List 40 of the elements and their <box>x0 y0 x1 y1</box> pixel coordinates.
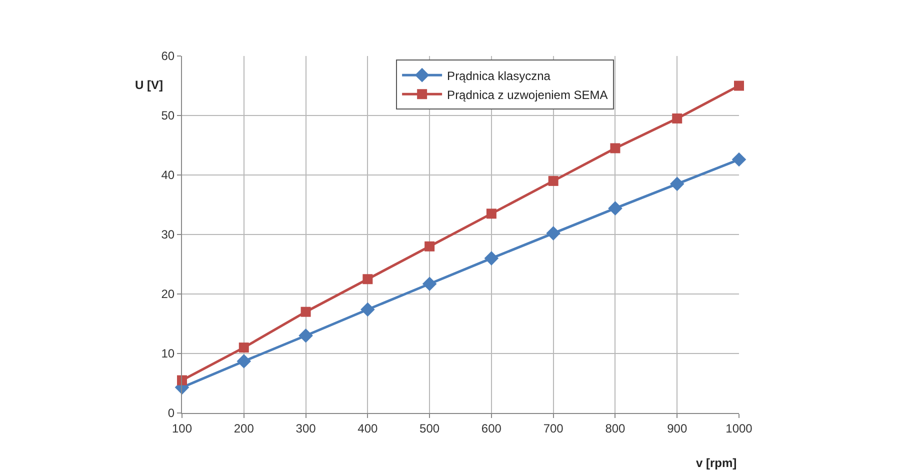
x-tick-label: 1000 <box>726 421 753 436</box>
point <box>732 152 746 167</box>
x-tick-label: 500 <box>420 421 440 436</box>
y-tick-label: 10 <box>161 346 175 361</box>
point <box>610 143 620 154</box>
point <box>608 201 622 216</box>
y-tick-label: 50 <box>161 108 175 123</box>
y-tick-label: 0 <box>168 406 175 420</box>
point <box>360 302 375 317</box>
x-tick-label: 700 <box>543 421 564 436</box>
point <box>298 328 313 343</box>
x-tick-label: 200 <box>234 421 254 436</box>
x-tick-label: 100 <box>172 421 192 436</box>
y-tick-label: 20 <box>161 287 175 302</box>
x-tick-label: 900 <box>667 421 688 436</box>
point <box>422 276 437 292</box>
point <box>486 208 496 219</box>
legend-label: Prądnica klasyczna <box>447 68 551 83</box>
x-axis-title: v [rpm] <box>696 456 737 470</box>
y-tick-label: 40 <box>161 168 175 182</box>
point <box>548 176 558 186</box>
point <box>300 306 311 317</box>
point <box>424 241 435 252</box>
x-tick-label: 400 <box>358 421 378 436</box>
point <box>177 375 187 386</box>
y-tick-label: 30 <box>161 228 175 242</box>
point <box>484 251 499 266</box>
point <box>546 226 560 240</box>
point <box>362 274 373 284</box>
point <box>670 176 684 192</box>
point <box>236 354 252 368</box>
x-tick-label: 600 <box>481 421 502 436</box>
y-tick-label: 60 <box>161 49 175 64</box>
point <box>672 113 682 124</box>
point <box>734 80 744 91</box>
legend-label: Prądnica z uzwojeniem SEMA <box>447 88 608 102</box>
x-tick-label: 300 <box>296 421 316 436</box>
point <box>238 342 249 353</box>
y-axis-title: U [V] <box>135 78 163 92</box>
x-tick-label: 800 <box>605 421 626 436</box>
